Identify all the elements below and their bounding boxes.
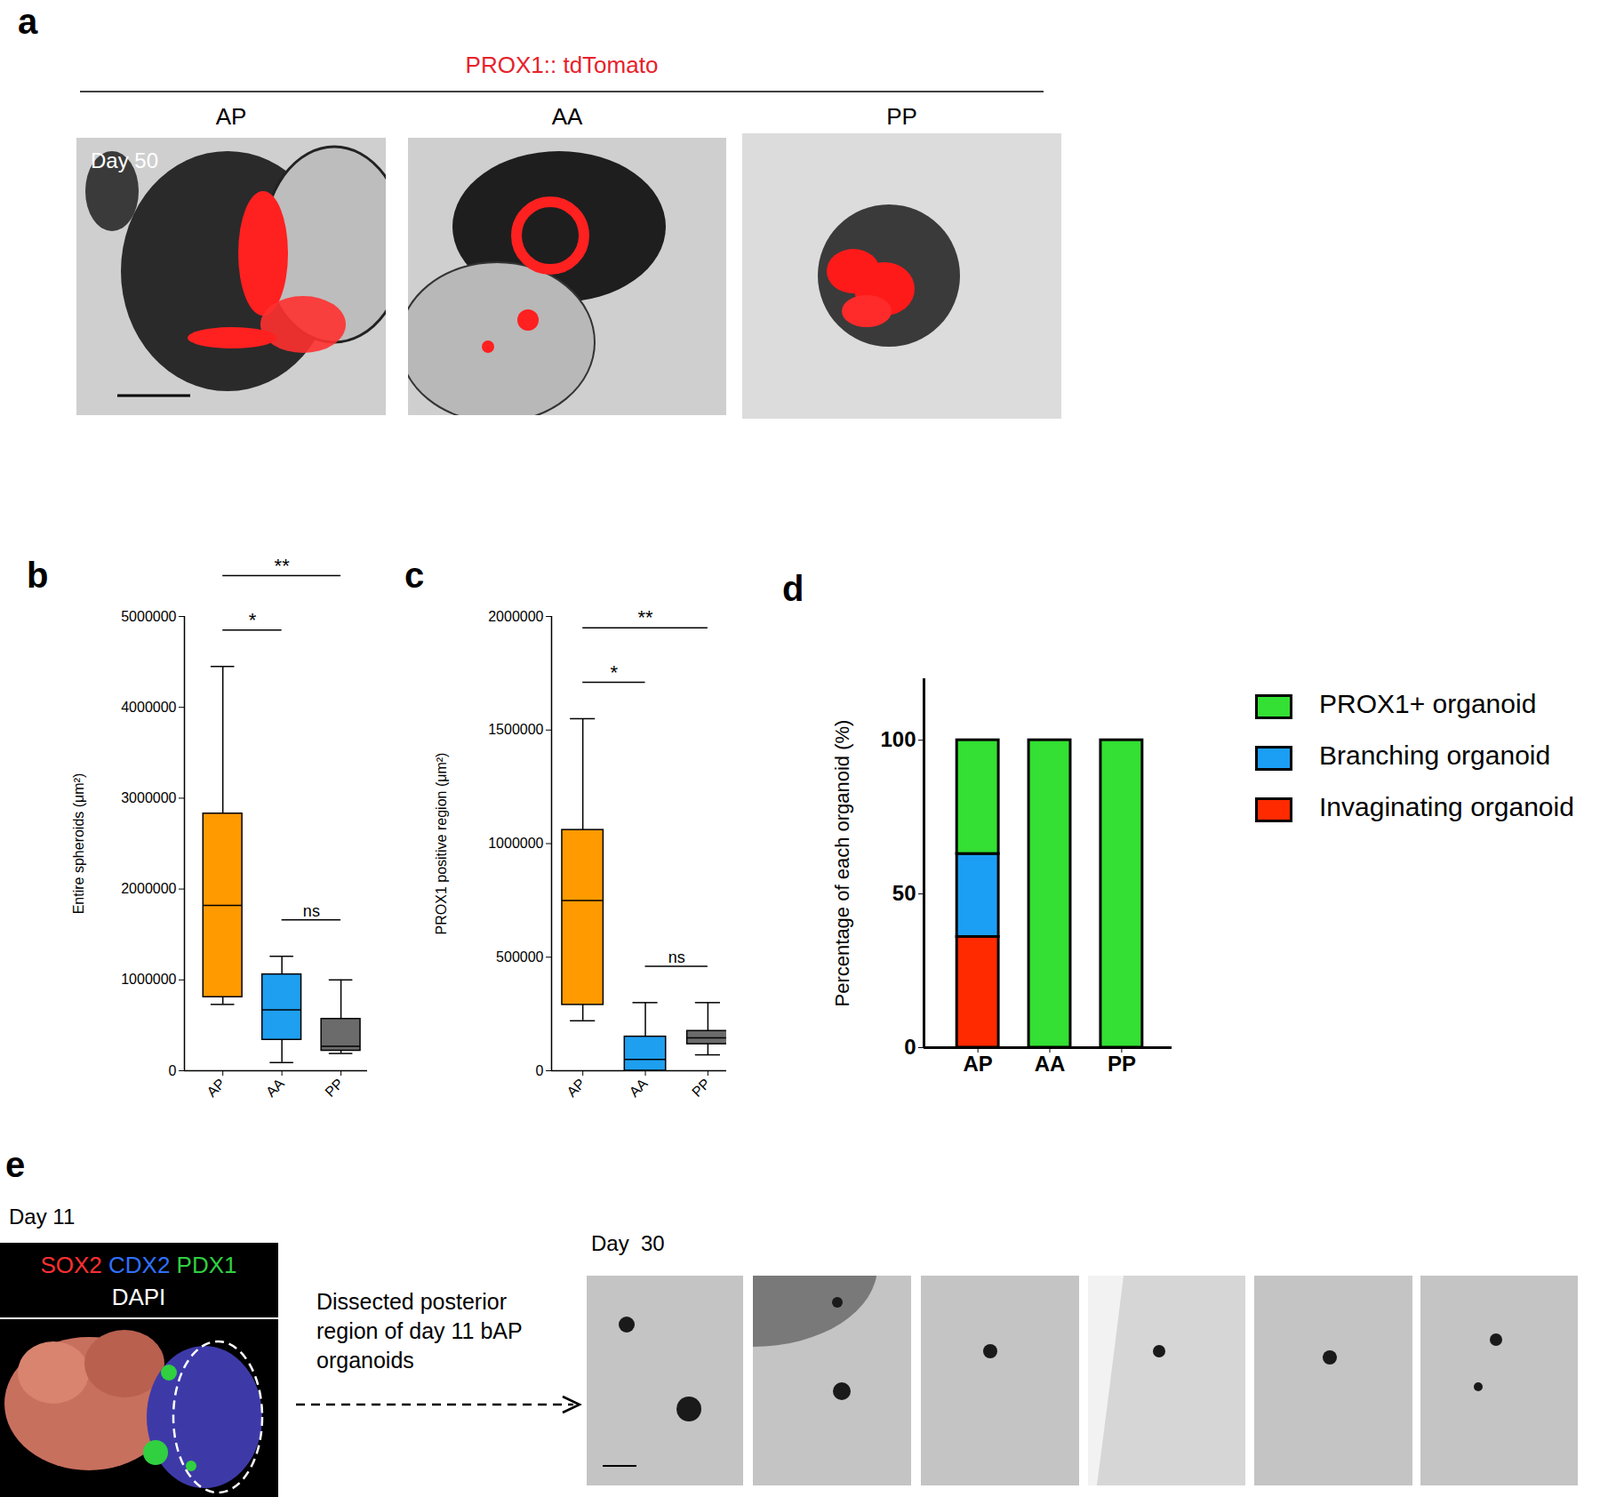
svg-text:500000: 500000 [496, 949, 544, 965]
html-text:organoids: organoids [316, 1347, 415, 1373]
svg-text:1000000: 1000000 [488, 835, 544, 851]
svg-text:2000000: 2000000 [120, 880, 176, 896]
html-text:e: e [5, 1144, 26, 1184]
svg-text:**: ** [637, 606, 654, 629]
svg-text:4000000: 4000000 [120, 699, 176, 715]
svg-text:*: * [610, 661, 619, 684]
svg-text:0: 0 [904, 1034, 916, 1059]
svg-text:2000000: 2000000 [488, 608, 544, 624]
svg-text:AA: AA [626, 1075, 651, 1100]
svg-text:ns: ns [303, 902, 320, 920]
html-text:PROX1+ organoid: PROX1+ organoid [1319, 688, 1537, 719]
html-text:PP: PP [886, 103, 918, 130]
svg-text:PROX1 positive region (μm²): PROX1 positive region (μm²) [433, 752, 449, 936]
svg-text:50: 50 [892, 880, 917, 905]
html-text:AP: AP [215, 103, 247, 130]
svg-text:5000000: 5000000 [120, 608, 176, 624]
svg-text:Percentage of each organoid (%: Percentage of each organoid (%) [831, 720, 854, 1008]
html-text:b: b [26, 555, 49, 595]
html-text:d: d [782, 568, 804, 608]
svg-text:AA: AA [1034, 1051, 1066, 1076]
html-text:AA: AA [551, 103, 583, 130]
html-text:Day 50: Day 50 [90, 148, 159, 173]
svg-text:100: 100 [880, 727, 916, 752]
svg-text:Entire spheroids (μm²): Entire spheroids (μm²) [71, 773, 87, 915]
html-text:Day 30: Day 30 [591, 1231, 665, 1256]
svg-text:AP: AP [563, 1075, 588, 1100]
html-text:a: a [17, 1, 38, 41]
svg-text:PP: PP [321, 1075, 346, 1100]
svg-text:AP: AP [962, 1051, 992, 1076]
svg-text:0: 0 [168, 1063, 177, 1079]
svg-text:PP: PP [1107, 1051, 1136, 1076]
svg-text:ns: ns [668, 948, 686, 967]
svg-text:*: * [248, 608, 257, 632]
svg-text:AA: AA [263, 1075, 288, 1100]
svg-text:SOX2 CDX2 PDX1: SOX2 CDX2 PDX1 [40, 1251, 237, 1279]
svg-text:1500000: 1500000 [488, 721, 544, 737]
html-text:PROX1:: tdTomato: PROX1:: tdTomato [465, 51, 659, 79]
svg-text:1000000: 1000000 [120, 971, 176, 987]
html-text:c: c [404, 555, 425, 595]
html-text:Day 11: Day 11 [8, 1204, 75, 1229]
html-text:Dissected posterior: Dissected posterior [316, 1288, 507, 1314]
html-text:Invaginating organoid: Invaginating organoid [1319, 792, 1575, 822]
svg-text:PP: PP [688, 1075, 713, 1100]
svg-text:AP: AP [203, 1075, 228, 1100]
svg-text:DAPI: DAPI [112, 1283, 167, 1311]
svg-text:**: ** [274, 554, 291, 577]
html-text:region of day 11 bAP: region of day 11 bAP [316, 1318, 523, 1344]
svg-text:0: 0 [536, 1063, 544, 1079]
svg-text:3000000: 3000000 [120, 790, 176, 806]
html-text:Branching organoid: Branching organoid [1319, 740, 1551, 770]
